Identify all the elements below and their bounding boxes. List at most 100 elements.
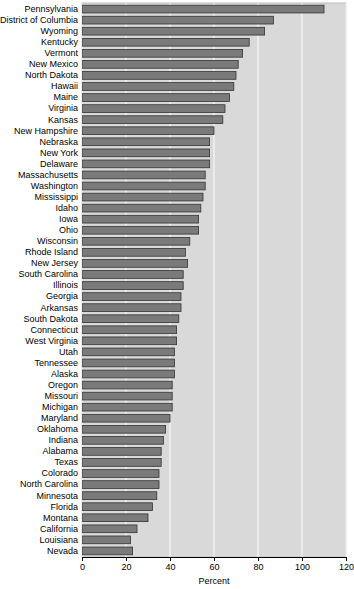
tick-label: South Dakota [23,314,78,324]
tick-label: California [40,524,78,534]
tick: Virginia [48,103,82,113]
tick-label: Mississippi [34,192,78,202]
bar [82,16,273,24]
tick-label: Minnesota [36,491,78,501]
tick: Kansas [48,115,82,125]
tick-label: Tennessee [34,358,78,368]
plot-background [82,3,346,557]
bar [82,260,188,268]
plot: PennsylvaniaDistrict of ColumbiaWyomingK… [0,3,354,572]
tick-label: Massachusetts [18,170,79,180]
tick: Nebraska [39,137,82,147]
tick: Vermont [44,48,82,58]
bar [82,282,183,290]
tick-mark [302,557,303,561]
bar [82,237,190,245]
bar [82,425,166,433]
tick-label: Oregon [48,380,78,390]
bar [82,116,223,124]
chart: PennsylvaniaDistrict of ColumbiaWyomingK… [0,0,354,589]
tick: South Carolina [18,269,82,279]
bar [82,470,159,478]
bar [82,492,157,500]
tick-label: New Mexico [29,59,78,69]
tick-label: Kentucky [41,37,79,47]
bar [82,204,201,212]
tick: 40 [165,557,175,572]
tick: Alabama [42,446,82,456]
tick: Louisiana [39,535,82,545]
grid-line [302,3,303,557]
tick: 120 [339,557,354,572]
tick-label: Alabama [42,446,78,456]
bar [82,348,174,356]
bar [82,105,225,113]
tick: Illinois [53,280,82,290]
tick-label: Rhode Island [25,247,78,257]
bar [82,315,179,323]
bar [82,525,137,533]
tick-label: Louisiana [39,535,78,545]
bar [82,61,238,69]
tick-label: Nevada [47,546,78,556]
bar [82,514,148,522]
tick-label: Kansas [48,115,79,125]
tick: Oregon [48,380,82,390]
tick-label: Utah [59,347,78,357]
tick: Washington [31,181,82,191]
bar [82,436,163,444]
bar [82,293,181,301]
tick: Missouri [44,391,82,401]
tick-label: New Jersey [31,258,79,268]
bar [82,326,177,334]
tick-label: District of Columbia [0,15,78,25]
tick-label: 100 [295,562,310,572]
tick: Idaho [55,203,82,213]
tick: Colorado [41,468,82,478]
tick: Montana [43,513,82,523]
tick-label: North Carolina [20,479,78,489]
tick: West Virginia [25,336,82,346]
bar [82,226,199,234]
tick: 20 [121,557,131,572]
tick: Tennessee [34,358,82,368]
tick: 100 [295,557,310,572]
tick: North Carolina [20,479,82,489]
tick: New Mexico [29,59,82,69]
bar [82,370,174,378]
bar [82,337,177,345]
tick-label: Missouri [44,391,78,401]
bar [82,171,205,179]
tick: California [40,524,82,534]
bar [82,193,203,201]
tick: New York [40,148,82,158]
tick-label: Maryland [41,413,78,423]
grid-line [346,3,347,557]
tick-label: Georgia [46,291,78,301]
tick-label: Vermont [44,48,78,58]
bar [82,38,249,46]
bar [82,381,172,389]
tick-label: Washington [31,181,78,191]
tick-label: South Carolina [18,269,78,279]
bar [82,459,161,467]
tick: Minnesota [36,491,82,501]
tick: District of Columbia [0,15,82,25]
tick-label: Texas [54,457,78,467]
tick: Oklahoma [37,424,82,434]
tick: Massachusetts [18,170,82,180]
tick-label: 40 [165,562,175,572]
bar [82,392,172,400]
tick-mark [82,557,83,561]
bar [82,547,133,555]
bar [82,304,181,312]
grid [82,3,346,557]
bar [82,271,183,279]
tick-label: Iowa [59,214,78,224]
tick: Pennsylvania [24,4,82,14]
bar [82,138,210,146]
tick-label: Colorado [41,468,78,478]
bar [82,72,236,80]
tick: Florida [50,502,82,512]
tick-label: Arkansas [40,303,78,313]
